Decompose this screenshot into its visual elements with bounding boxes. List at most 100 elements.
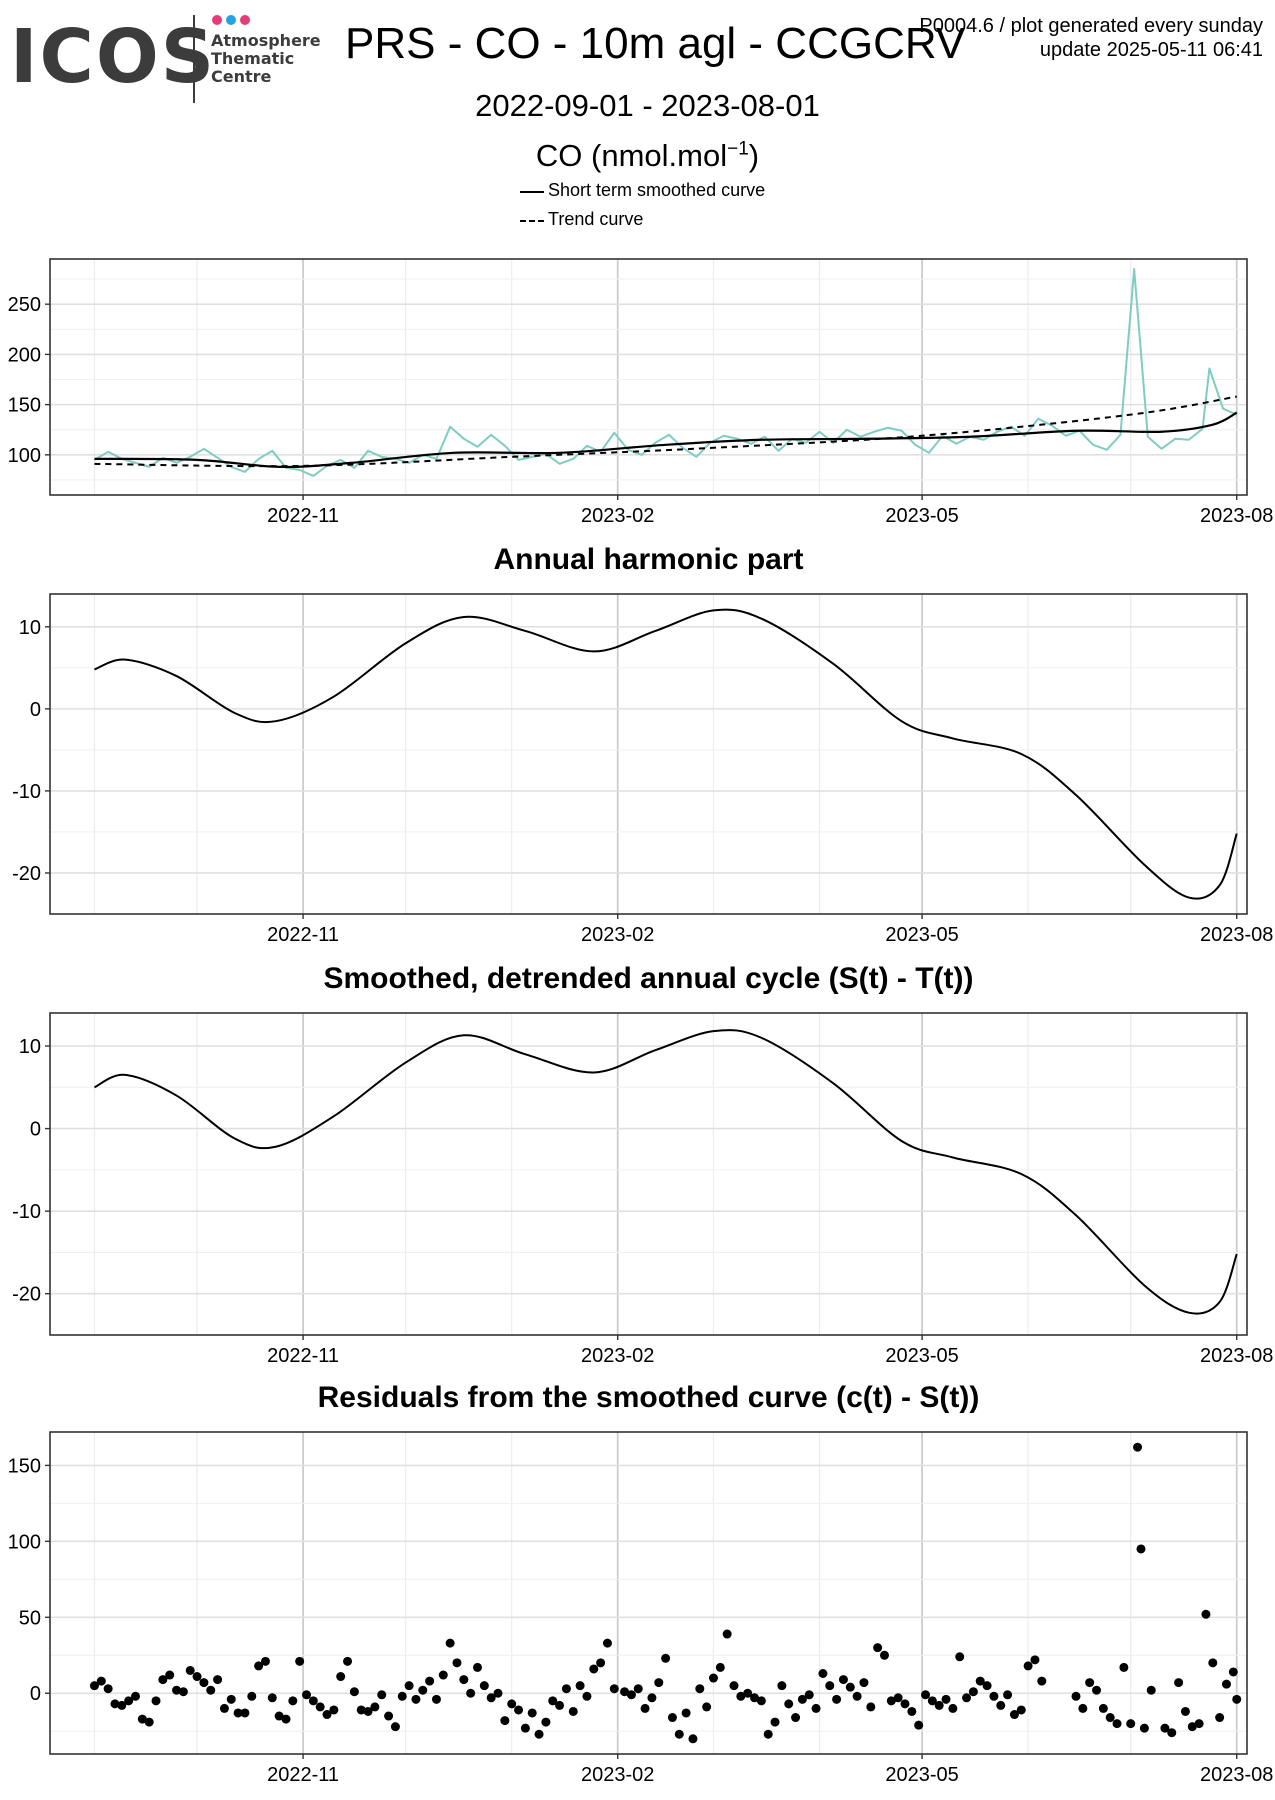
residual-point	[206, 1685, 216, 1695]
residual-point	[240, 1708, 250, 1718]
residual-point	[1146, 1685, 1156, 1695]
residual-point	[695, 1684, 705, 1694]
y-tick-label: -10	[12, 1201, 41, 1223]
residual-point	[770, 1717, 780, 1727]
residual-point	[281, 1714, 291, 1724]
residual-point	[838, 1675, 848, 1685]
residual-point	[1180, 1706, 1190, 1716]
residual-point	[466, 1688, 476, 1698]
residual-point	[233, 1708, 243, 1718]
residual-point	[582, 1691, 592, 1701]
residual-point	[1009, 1710, 1019, 1720]
residual-point	[866, 1702, 876, 1712]
residual-point	[1126, 1719, 1136, 1729]
residual-point	[791, 1713, 801, 1723]
y-tick-label: -10	[12, 781, 41, 803]
residual-point	[736, 1691, 746, 1701]
residual-point	[1133, 1442, 1143, 1452]
residual-point	[473, 1662, 482, 1672]
residual-point	[1174, 1678, 1184, 1688]
residual-point	[343, 1656, 353, 1666]
x-tick-label: 2023-05	[885, 1764, 958, 1786]
plot-background	[50, 1013, 1247, 1335]
residual-point	[667, 1713, 677, 1723]
residual-point	[425, 1676, 435, 1686]
logo-dot-pink	[212, 15, 222, 25]
residual-point	[804, 1690, 814, 1700]
residual-point	[96, 1676, 106, 1686]
series-line	[94, 608, 1238, 900]
residual-point	[1003, 1690, 1013, 1700]
y-tick-label: 10	[19, 617, 41, 639]
residual-point	[295, 1656, 305, 1666]
residual-point	[989, 1691, 999, 1701]
short-term-smoothed-line	[94, 411, 1238, 469]
y-tick-label: 100	[8, 1531, 41, 1553]
residual-point	[514, 1705, 524, 1715]
residual-point	[1136, 1544, 1146, 1554]
chart-title: Smoothed, detrended annual cycle (S(t) -…	[323, 962, 973, 995]
residual-point	[404, 1681, 414, 1691]
residual-point	[534, 1729, 544, 1739]
residual-point	[507, 1699, 517, 1709]
residual-point	[213, 1675, 223, 1685]
residual-point	[199, 1678, 209, 1688]
logo-dot-pink-2	[240, 15, 250, 25]
x-tick-label: 2023-08	[1200, 1764, 1273, 1786]
residual-point	[1139, 1723, 1149, 1733]
residual-point	[103, 1684, 113, 1694]
residual-point	[1194, 1719, 1204, 1729]
residual-point	[185, 1665, 195, 1675]
residual-point	[1105, 1713, 1115, 1723]
residual-point	[1201, 1609, 1211, 1619]
residual-point	[117, 1700, 127, 1710]
x-tick-label: 2023-05	[885, 924, 958, 946]
residual-point	[445, 1638, 455, 1648]
residual-point	[527, 1708, 537, 1718]
residual-point	[674, 1729, 684, 1739]
meta-line: update 2025-05-11 06:41	[1039, 39, 1263, 61]
residual-point	[609, 1684, 619, 1694]
residual-point	[968, 1687, 978, 1697]
residual-point	[743, 1688, 753, 1698]
residual-point	[247, 1691, 257, 1701]
logo-sub-line: Thematic	[211, 49, 295, 68]
plot-background	[50, 259, 1247, 495]
y-tick-label: 100	[8, 445, 41, 467]
residual-point	[110, 1699, 120, 1709]
y-tick-label: 150	[8, 395, 41, 417]
plot-frame	[49, 1431, 1248, 1755]
residual-point	[750, 1693, 760, 1703]
residual-point	[818, 1669, 828, 1678]
plot-background	[50, 594, 1247, 914]
residual-point	[722, 1629, 732, 1639]
x-tick-label: 2023-02	[581, 505, 654, 527]
residual-point	[178, 1687, 188, 1697]
residual-point	[131, 1691, 140, 1701]
residual-point	[226, 1694, 236, 1704]
residual-point	[654, 1678, 664, 1688]
residual-point	[907, 1706, 917, 1716]
plot-meta: P0004.6 / plot generated every sunday up…	[919, 14, 1263, 62]
residual-point	[941, 1694, 951, 1704]
residual-point	[784, 1699, 794, 1709]
residual-point	[763, 1729, 773, 1739]
residual-point	[568, 1706, 578, 1716]
residual-point	[377, 1690, 387, 1700]
series-line	[94, 1029, 1238, 1315]
residual-point	[927, 1696, 937, 1706]
residual-point	[640, 1703, 650, 1713]
residual-point	[459, 1675, 469, 1685]
x-tick-label: 2023-02	[581, 1764, 654, 1786]
plot-background	[50, 1432, 1247, 1754]
residual-point	[384, 1711, 394, 1721]
residual-point	[729, 1681, 739, 1691]
icos-logo: ICOS	[10, 14, 217, 100]
residual-point	[452, 1658, 462, 1668]
residual-point	[1167, 1728, 1177, 1738]
y-tick-label: 250	[8, 294, 41, 316]
residual-point	[1030, 1655, 1040, 1665]
residual-point	[962, 1693, 972, 1703]
residual-point	[948, 1703, 958, 1713]
unit-exponent: −1	[727, 138, 749, 160]
